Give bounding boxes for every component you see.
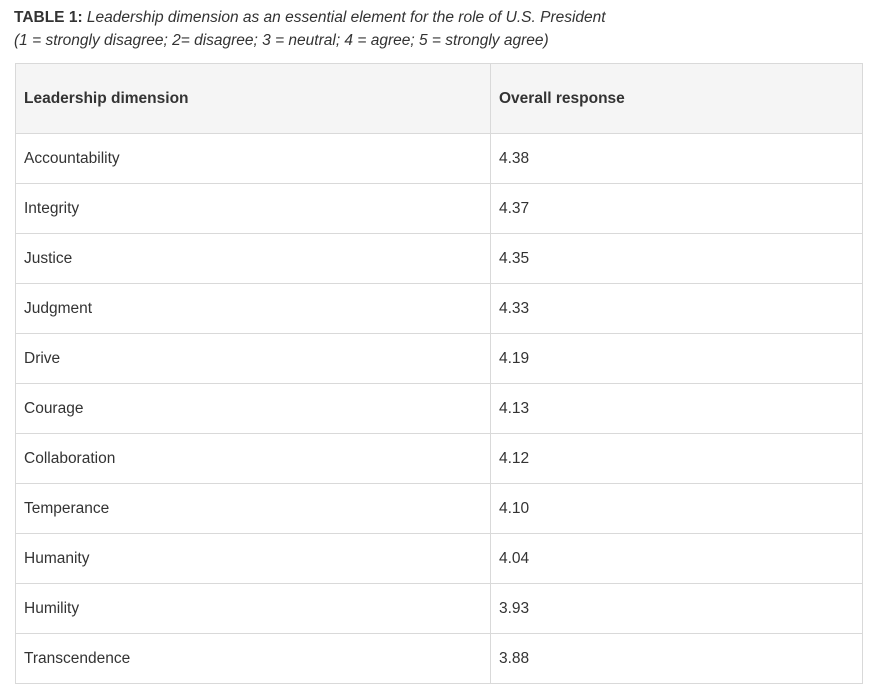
dimension-cell: Humility	[15, 583, 491, 634]
table-caption: TABLE 1: Leadership dimension as an esse…	[14, 6, 864, 52]
response-cell: 4.37	[490, 183, 863, 234]
response-cell: 4.13	[490, 383, 863, 434]
column-header-dimension: Leadership dimension	[15, 63, 491, 134]
dimension-cell: Integrity	[15, 183, 491, 234]
table-label: TABLE 1:	[14, 9, 83, 26]
table-row: Drive 4.19	[15, 333, 863, 384]
table-title: Leadership dimension as an essential ele…	[86, 9, 606, 26]
response-cell: 4.33	[490, 283, 863, 334]
response-cell: 3.93	[490, 583, 863, 634]
table-scale-note: (1 = strongly disagree; 2= disagree; 3 =…	[14, 32, 549, 49]
dimension-cell: Transcendence	[15, 633, 491, 684]
caption-title-line: TABLE 1: Leadership dimension as an esse…	[14, 6, 864, 29]
response-cell: 4.10	[490, 483, 863, 534]
results-table: Leadership dimension Overall response Ac…	[15, 63, 863, 684]
response-cell: 4.12	[490, 433, 863, 484]
dimension-cell: Justice	[15, 233, 491, 284]
column-header-response: Overall response	[490, 63, 863, 134]
results-table-container: Leadership dimension Overall response Ac…	[15, 63, 863, 684]
dimension-cell: Temperance	[15, 483, 491, 534]
table-header: Leadership dimension Overall response	[15, 63, 863, 134]
table-row: Justice 4.35	[15, 233, 863, 284]
table-row: Humanity 4.04	[15, 533, 863, 584]
table-row: Integrity 4.37	[15, 183, 863, 234]
response-cell: 4.19	[490, 333, 863, 384]
table-row: Transcendence 3.88	[15, 633, 863, 684]
table-row: Collaboration 4.12	[15, 433, 863, 484]
table-row: Judgment 4.33	[15, 283, 863, 334]
response-cell: 4.04	[490, 533, 863, 584]
dimension-cell: Drive	[15, 333, 491, 384]
response-cell: 4.38	[490, 133, 863, 184]
dimension-cell: Judgment	[15, 283, 491, 334]
dimension-cell: Collaboration	[15, 433, 491, 484]
table-row: Courage 4.13	[15, 383, 863, 434]
table-row: Accountability 4.38	[15, 133, 863, 184]
response-cell: 3.88	[490, 633, 863, 684]
dimension-cell: Humanity	[15, 533, 491, 584]
dimension-cell: Courage	[15, 383, 491, 434]
dimension-cell: Accountability	[15, 133, 491, 184]
table-body: Accountability 4.38 Integrity 4.37 Justi…	[15, 133, 863, 684]
table-row: Humility 3.93	[15, 583, 863, 634]
response-cell: 4.35	[490, 233, 863, 284]
table-row: Temperance 4.10	[15, 483, 863, 534]
header-row: Leadership dimension Overall response	[15, 63, 863, 134]
